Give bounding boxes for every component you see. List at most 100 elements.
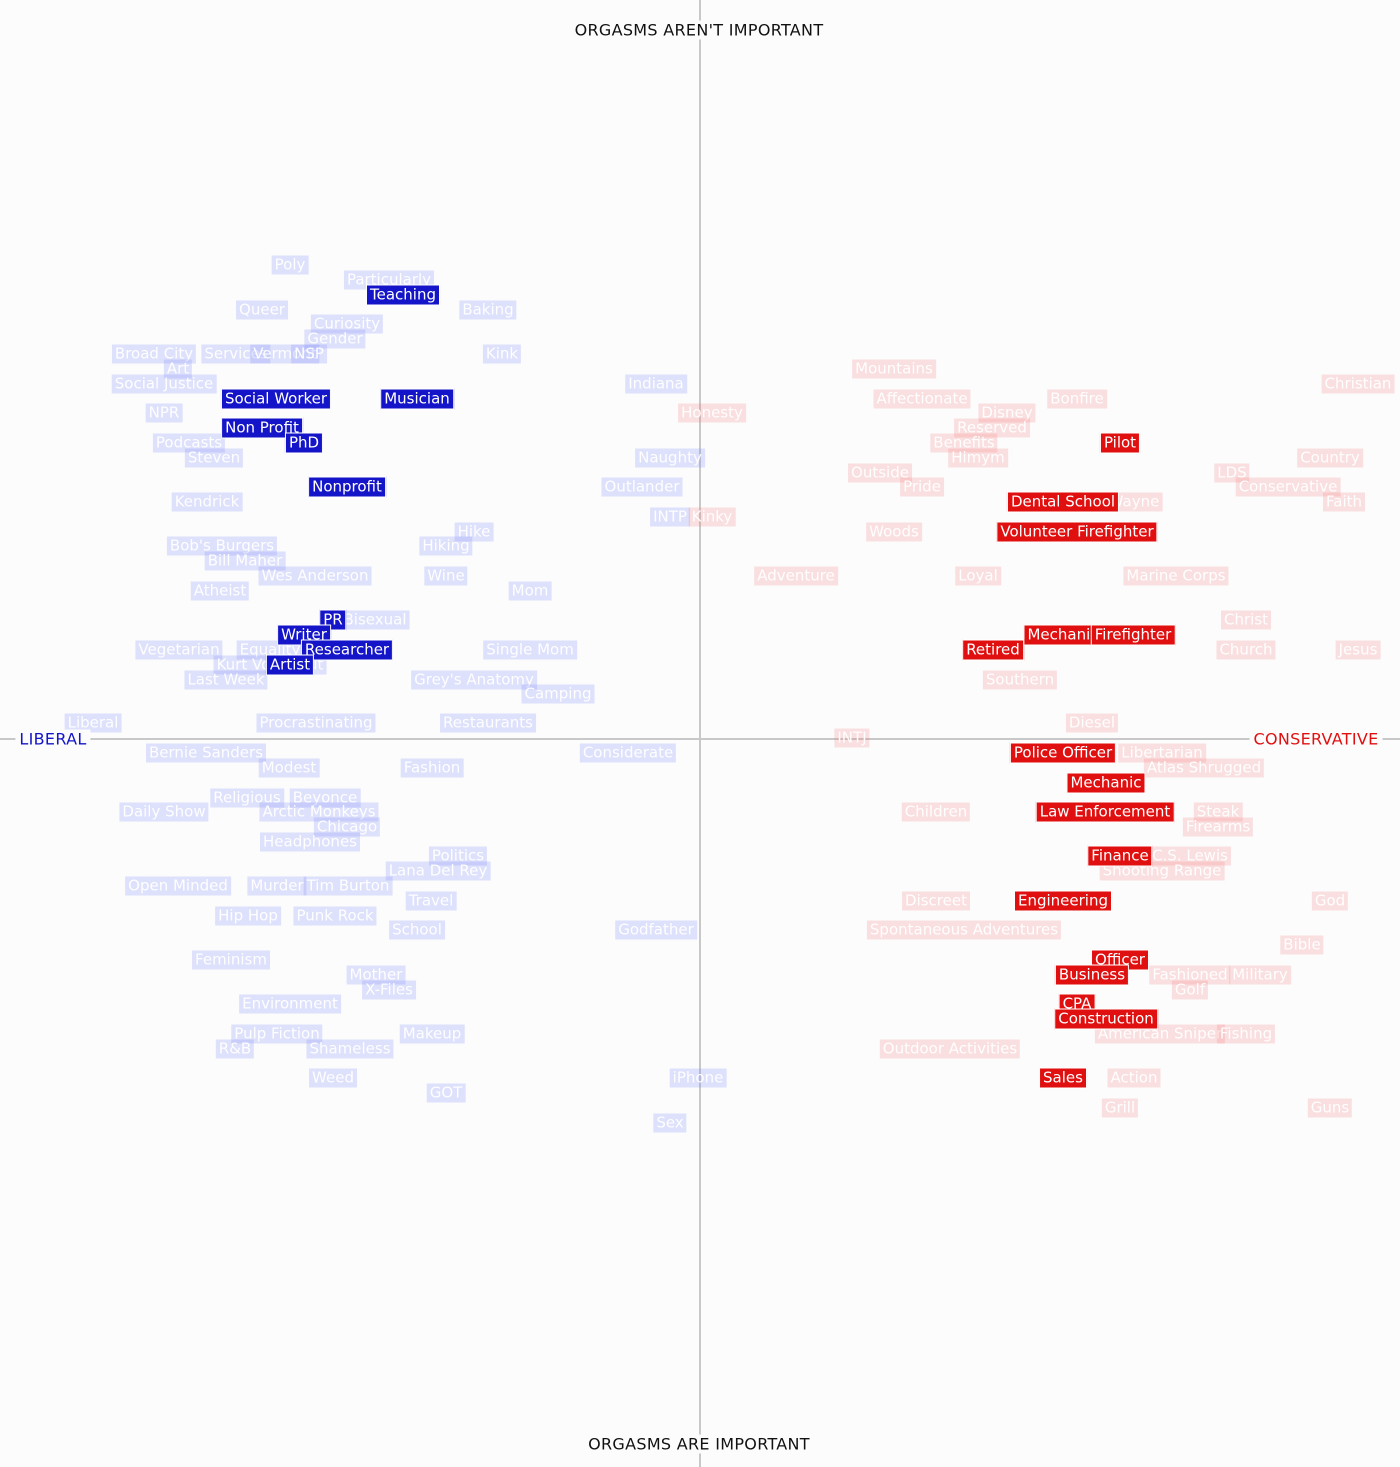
point-label: Considerate (579, 743, 677, 763)
point-label: C.S. Lewis (1149, 846, 1231, 866)
point-label: GOT (426, 1083, 466, 1103)
point-label: Guns (1307, 1098, 1353, 1118)
point-label: Outdoor Activities (879, 1039, 1021, 1059)
point-label: Nonprofit (308, 476, 386, 498)
point-label: Non Profit (221, 417, 303, 439)
point-label: Church (1216, 640, 1276, 660)
point-label: Baking (459, 300, 517, 320)
point-label: Benefits (930, 433, 998, 453)
point-label: Spontaneous Adventures (866, 920, 1062, 940)
point-label: Steak (1193, 802, 1243, 822)
point-label: Loyal (955, 566, 1001, 586)
point-label: Politics (428, 846, 488, 866)
point-label: Golf (1171, 980, 1209, 1000)
point-label: Art (163, 359, 193, 379)
point-label: Religious (210, 788, 284, 808)
point-label: Camping (521, 684, 595, 704)
point-label: Beyonce (289, 788, 361, 808)
point-label: Outlander (601, 477, 683, 497)
point-label: Musician (380, 388, 454, 410)
point-label: Mechanic (1023, 624, 1103, 646)
point-label: Curiosity (310, 314, 384, 334)
point-label: Services (201, 344, 271, 364)
point-label: Daily Show (119, 802, 209, 822)
point-label: Kink (482, 344, 522, 364)
point-label: Godfather (615, 920, 697, 940)
point-label: God (1311, 891, 1349, 911)
point-label: Bernie Sanders (145, 743, 267, 763)
point-label: PhD (284, 432, 324, 454)
point-label: Mother (346, 965, 406, 985)
point-label: INTP (650, 507, 690, 527)
point-label: Liberal (64, 713, 122, 733)
point-label: NSP (291, 344, 327, 364)
point-label: Engineering (1014, 890, 1112, 912)
point-label: X-Files (362, 980, 416, 1000)
point-label: Queer (236, 300, 288, 320)
point-label: Restaurants (440, 713, 536, 733)
point-label: Open Minded (125, 876, 231, 896)
point-label: Gender (304, 329, 366, 349)
point-label: Firefighter (1090, 624, 1176, 646)
point-label: Poly (271, 255, 309, 275)
point-label: Procrastinating (256, 713, 376, 733)
point-label: LDS (1214, 463, 1250, 483)
point-label: Children (901, 802, 971, 822)
axis-title-top: ORGASMS AREN'T IMPORTANT (570, 20, 828, 40)
point-label: Jesus (1335, 640, 1381, 660)
point-label: Wes Anderson (258, 566, 372, 586)
point-label: Bob's Burgers (166, 536, 278, 556)
point-label: Punk Rock (293, 906, 377, 926)
point-label: Faith (1323, 492, 1365, 512)
point-label: Bonfire (1047, 389, 1107, 409)
point-label: Dental School (1006, 491, 1120, 513)
point-label: INTJ (834, 728, 870, 748)
point-label: Diesel (1065, 713, 1119, 733)
point-label: Mom (508, 581, 552, 601)
point-label: Adventure (754, 566, 838, 586)
point-label: Bible (1280, 935, 1324, 955)
point-label: NPR (145, 403, 183, 423)
point-label: Conservative (1235, 477, 1341, 497)
point-label: Podcasts (152, 433, 226, 453)
point-label: Mountains (852, 359, 936, 379)
point-label: Lana Del Rey (385, 861, 491, 881)
point-label: Disney (978, 403, 1036, 423)
point-label: Country (1297, 448, 1363, 468)
point-label: Single Mom (483, 640, 577, 660)
point-label: Arctic Monkeys (259, 802, 379, 822)
point-label: Weed (309, 1068, 357, 1088)
point-label: Indiana (625, 374, 687, 394)
point-label: Atlas Shrugged (1143, 758, 1265, 778)
point-label: Sex (653, 1113, 687, 1133)
point-label: Shameless (306, 1039, 394, 1059)
point-label: R&B (215, 1039, 255, 1059)
point-label: Hiking (419, 536, 473, 556)
point-label: Feminism (192, 950, 270, 970)
point-label: Hike (454, 522, 494, 542)
point-label: Mechanic (1066, 772, 1146, 794)
point-label: Christ (1220, 610, 1272, 630)
point-label: Fashioned (1149, 965, 1231, 985)
point-label: Military (1229, 965, 1291, 985)
point-label: Marine Corps (1123, 566, 1229, 586)
point-label: Christian (1321, 374, 1395, 394)
point-label: Artist (265, 654, 315, 676)
point-label: Social Worker (220, 388, 332, 410)
point-label: Last Week (184, 670, 268, 690)
point-label: Woods (866, 522, 922, 542)
point-label: Hip Hop (215, 906, 281, 926)
point-label: Bill Maher (204, 551, 286, 571)
point-label: Kendrick (171, 492, 243, 512)
point-label: Wayne (1105, 492, 1163, 512)
point-label: Himym (948, 448, 1008, 468)
point-label: Environment (239, 994, 341, 1014)
point-label: Pilot (1099, 432, 1141, 454)
point-label: Honesty (678, 403, 746, 423)
axis-title-right: CONSERVATIVE (1249, 729, 1383, 749)
point-label: Action (1107, 1068, 1161, 1088)
point-label: Business (1054, 964, 1130, 986)
point-label: Atheist (190, 581, 250, 601)
